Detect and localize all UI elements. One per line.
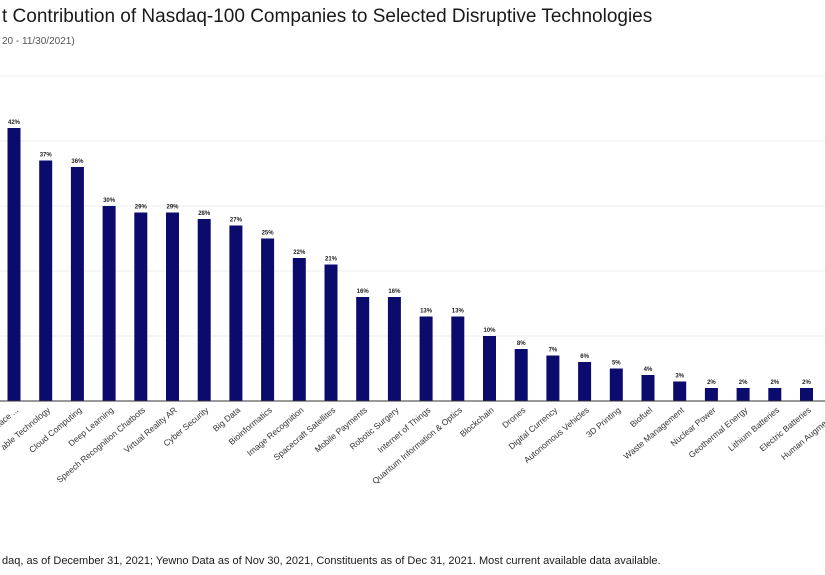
value-label: 29%	[166, 205, 179, 211]
chart-subtitle: 20 - 11/30/2021)	[2, 36, 75, 47]
value-label: 25%	[262, 231, 275, 237]
value-label: 22%	[293, 250, 306, 256]
bar	[641, 375, 655, 401]
x-tick-label: Drones	[500, 405, 527, 430]
bar	[419, 316, 433, 401]
bar	[229, 225, 243, 401]
footnote: daq, as of December 31, 2021; Yewno Data…	[2, 555, 661, 567]
chart-title: t Contribution of Nasdaq-100 Companies t…	[2, 6, 653, 27]
value-label: 10%	[483, 328, 496, 334]
value-label: 29%	[135, 205, 148, 211]
x-tick-label: Biofuel	[628, 405, 654, 429]
value-label: 2%	[802, 380, 811, 386]
bar	[387, 297, 401, 401]
bar	[483, 336, 496, 401]
value-label: 42%	[8, 120, 21, 126]
value-label: 21%	[325, 257, 338, 263]
x-tick-label: Blockchain	[458, 405, 496, 439]
bar	[546, 355, 560, 401]
value-label: 36%	[71, 159, 84, 165]
x-tick-label: 3D Printing	[584, 405, 623, 440]
value-label: 30%	[103, 198, 116, 204]
bar	[578, 362, 592, 401]
value-label: 28%	[198, 211, 211, 217]
gridlines	[0, 75, 825, 337]
value-label: 2%	[770, 380, 779, 386]
bar	[356, 297, 370, 401]
value-label: 8%	[517, 341, 526, 347]
value-label: 2%	[739, 380, 748, 386]
bar	[7, 128, 21, 401]
value-label: 13%	[420, 309, 433, 315]
bar	[292, 258, 306, 401]
bar	[134, 212, 148, 401]
bar	[704, 388, 718, 401]
bar	[39, 160, 53, 401]
value-label: 3%	[675, 374, 684, 380]
bar	[609, 368, 623, 401]
bar	[514, 349, 528, 401]
bar	[736, 388, 750, 401]
value-label: 6%	[580, 354, 589, 360]
value-label: 37%	[40, 153, 53, 159]
bar	[102, 206, 116, 401]
bar	[324, 264, 338, 401]
bar	[166, 212, 179, 401]
bar	[261, 238, 275, 401]
value-label: 2%	[707, 380, 716, 386]
value-label: 27%	[230, 218, 243, 224]
bar	[673, 381, 687, 401]
value-label: 4%	[644, 367, 653, 373]
value-label: 16%	[357, 289, 370, 295]
value-label: 16%	[388, 289, 401, 295]
value-label: 7%	[549, 348, 558, 354]
value-labels: 42% 37% 36% 30% 29% 29% 28% 27% 25% 22% 21% 16% 16% 1…	[8, 120, 812, 386]
x-tick-label: Geothermal Energy	[686, 404, 749, 460]
x-tick-label: Image Recognition	[245, 405, 306, 458]
bar	[197, 219, 211, 401]
bar	[451, 316, 465, 401]
bar	[800, 388, 813, 401]
bar	[70, 167, 84, 401]
bar	[768, 388, 782, 401]
bars	[7, 128, 813, 401]
value-label: 5%	[612, 361, 621, 367]
value-label: 13%	[452, 309, 465, 315]
